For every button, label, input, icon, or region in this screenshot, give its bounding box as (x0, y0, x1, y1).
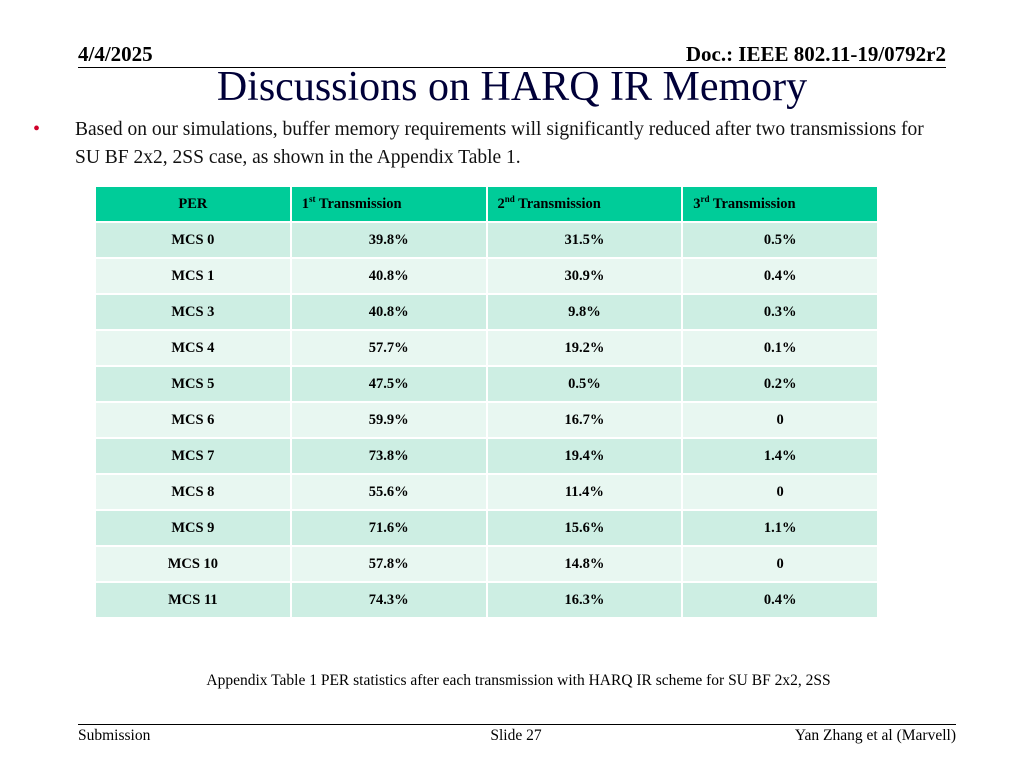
cell-1st: 74.3% (289, 581, 488, 619)
cell-3rd: 0.5% (681, 221, 879, 259)
cell-1st: 73.8% (289, 437, 488, 475)
cell-mcs: MCS 7 (94, 437, 292, 475)
cell-3rd: 1.1% (681, 509, 879, 547)
table-row: MCS 0 39.8% 31.5% 0.5% (94, 221, 879, 259)
cell-mcs: MCS 9 (94, 509, 292, 547)
table-row: MCS 11 74.3% 16.3% 0.4% (94, 581, 879, 619)
cell-3rd: 0 (681, 401, 879, 439)
column-header-label: PER (178, 195, 208, 212)
table-row: MCS 4 57.7% 19.2% 0.1% (94, 329, 879, 367)
header-doc-id: Doc.: IEEE 802.11-19/0792r2 (685, 42, 946, 66)
header-divider (78, 67, 946, 68)
footer-divider (78, 724, 956, 725)
table-row: MCS 7 73.8% 19.4% 1.4% (94, 437, 879, 475)
cell-2nd: 19.4% (485, 437, 684, 475)
cell-1st: 55.6% (289, 473, 488, 511)
cell-2nd: 0.5% (485, 365, 684, 403)
bullet-text: Based on our simulations, buffer memory … (75, 119, 924, 168)
cell-2nd: 16.3% (485, 581, 684, 619)
column-header-label: Transmission (315, 195, 402, 212)
table-row: MCS 3 40.8% 9.8% 0.3% (94, 293, 879, 331)
column-header-1st-transmission: 1st Transmission (289, 185, 488, 223)
table-header-row: PER 1st Transmission 2nd Transmission 3r… (94, 185, 879, 223)
cell-1st: 40.8% (289, 293, 488, 331)
cell-3rd: 0.4% (681, 581, 879, 619)
cell-mcs: MCS 6 (94, 401, 292, 439)
table-row: MCS 9 71.6% 15.6% 1.1% (94, 509, 879, 547)
cell-1st: 59.9% (289, 401, 488, 439)
column-header-ordinal: rd (700, 193, 710, 204)
cell-2nd: 16.7% (485, 401, 684, 439)
cell-3rd: 0.3% (681, 293, 879, 331)
table-row: MCS 5 47.5% 0.5% 0.2% (94, 365, 879, 403)
table-caption: Appendix Table 1 PER statistics after ea… (206, 672, 831, 689)
cell-1st: 57.7% (289, 329, 488, 367)
cell-1st: 71.6% (289, 509, 488, 547)
table-row: MCS 8 55.6% 11.4% 0 (94, 473, 879, 511)
cell-mcs: MCS 0 (94, 221, 292, 259)
cell-2nd: 19.2% (485, 329, 684, 367)
column-header-label: Transmission (709, 195, 796, 212)
cell-mcs: MCS 11 (94, 581, 292, 619)
footer-author: Yan Zhang et al (Marvell) (794, 727, 956, 744)
cell-mcs: MCS 5 (94, 365, 292, 403)
cell-1st: 39.8% (289, 221, 488, 259)
cell-3rd: 0.2% (681, 365, 879, 403)
slide-title: Discussions on HARQ IR Memory (216, 64, 808, 110)
table-row: MCS 1 40.8% 30.9% 0.4% (94, 257, 879, 295)
header-date: 4/4/2025 (78, 42, 153, 66)
cell-3rd: 0 (681, 545, 879, 583)
cell-mcs: MCS 3 (94, 293, 292, 331)
cell-3rd: 0.4% (681, 257, 879, 295)
cell-2nd: 9.8% (485, 293, 684, 331)
cell-mcs: MCS 8 (94, 473, 292, 511)
cell-2nd: 31.5% (485, 221, 684, 259)
cell-1st: 40.8% (289, 257, 488, 295)
table-row: MCS 10 57.8% 14.8% 0 (94, 545, 879, 583)
bullet-icon: • (33, 118, 41, 140)
cell-2nd: 15.6% (485, 509, 684, 547)
column-header-2nd-transmission: 2nd Transmission (485, 185, 684, 223)
cell-1st: 57.8% (289, 545, 488, 583)
column-header-ordinal: nd (504, 193, 515, 204)
footer-submission: Submission (78, 727, 151, 744)
per-table: PER 1st Transmission 2nd Transmission 3r… (94, 185, 879, 619)
cell-3rd: 1.4% (681, 437, 879, 475)
cell-2nd: 11.4% (485, 473, 684, 511)
footer-slide-number: Slide 27 (490, 727, 542, 744)
column-header-3rd-transmission: 3rd Transmission (681, 185, 879, 223)
column-header-per: PER (94, 185, 292, 223)
table-row: MCS 6 59.9% 16.7% 0 (94, 401, 879, 439)
cell-mcs: MCS 4 (94, 329, 292, 367)
column-header-number: 2 (497, 195, 505, 212)
cell-3rd: 0 (681, 473, 879, 511)
column-header-number: 1 (301, 195, 309, 212)
cell-3rd: 0.1% (681, 329, 879, 367)
column-header-label: Transmission (514, 195, 601, 212)
column-header-ordinal: st (309, 193, 316, 204)
cell-mcs: MCS 10 (94, 545, 292, 583)
cell-2nd: 14.8% (485, 545, 684, 583)
cell-2nd: 30.9% (485, 257, 684, 295)
column-header-number: 3 (693, 195, 701, 212)
cell-1st: 47.5% (289, 365, 488, 403)
cell-mcs: MCS 1 (94, 257, 292, 295)
